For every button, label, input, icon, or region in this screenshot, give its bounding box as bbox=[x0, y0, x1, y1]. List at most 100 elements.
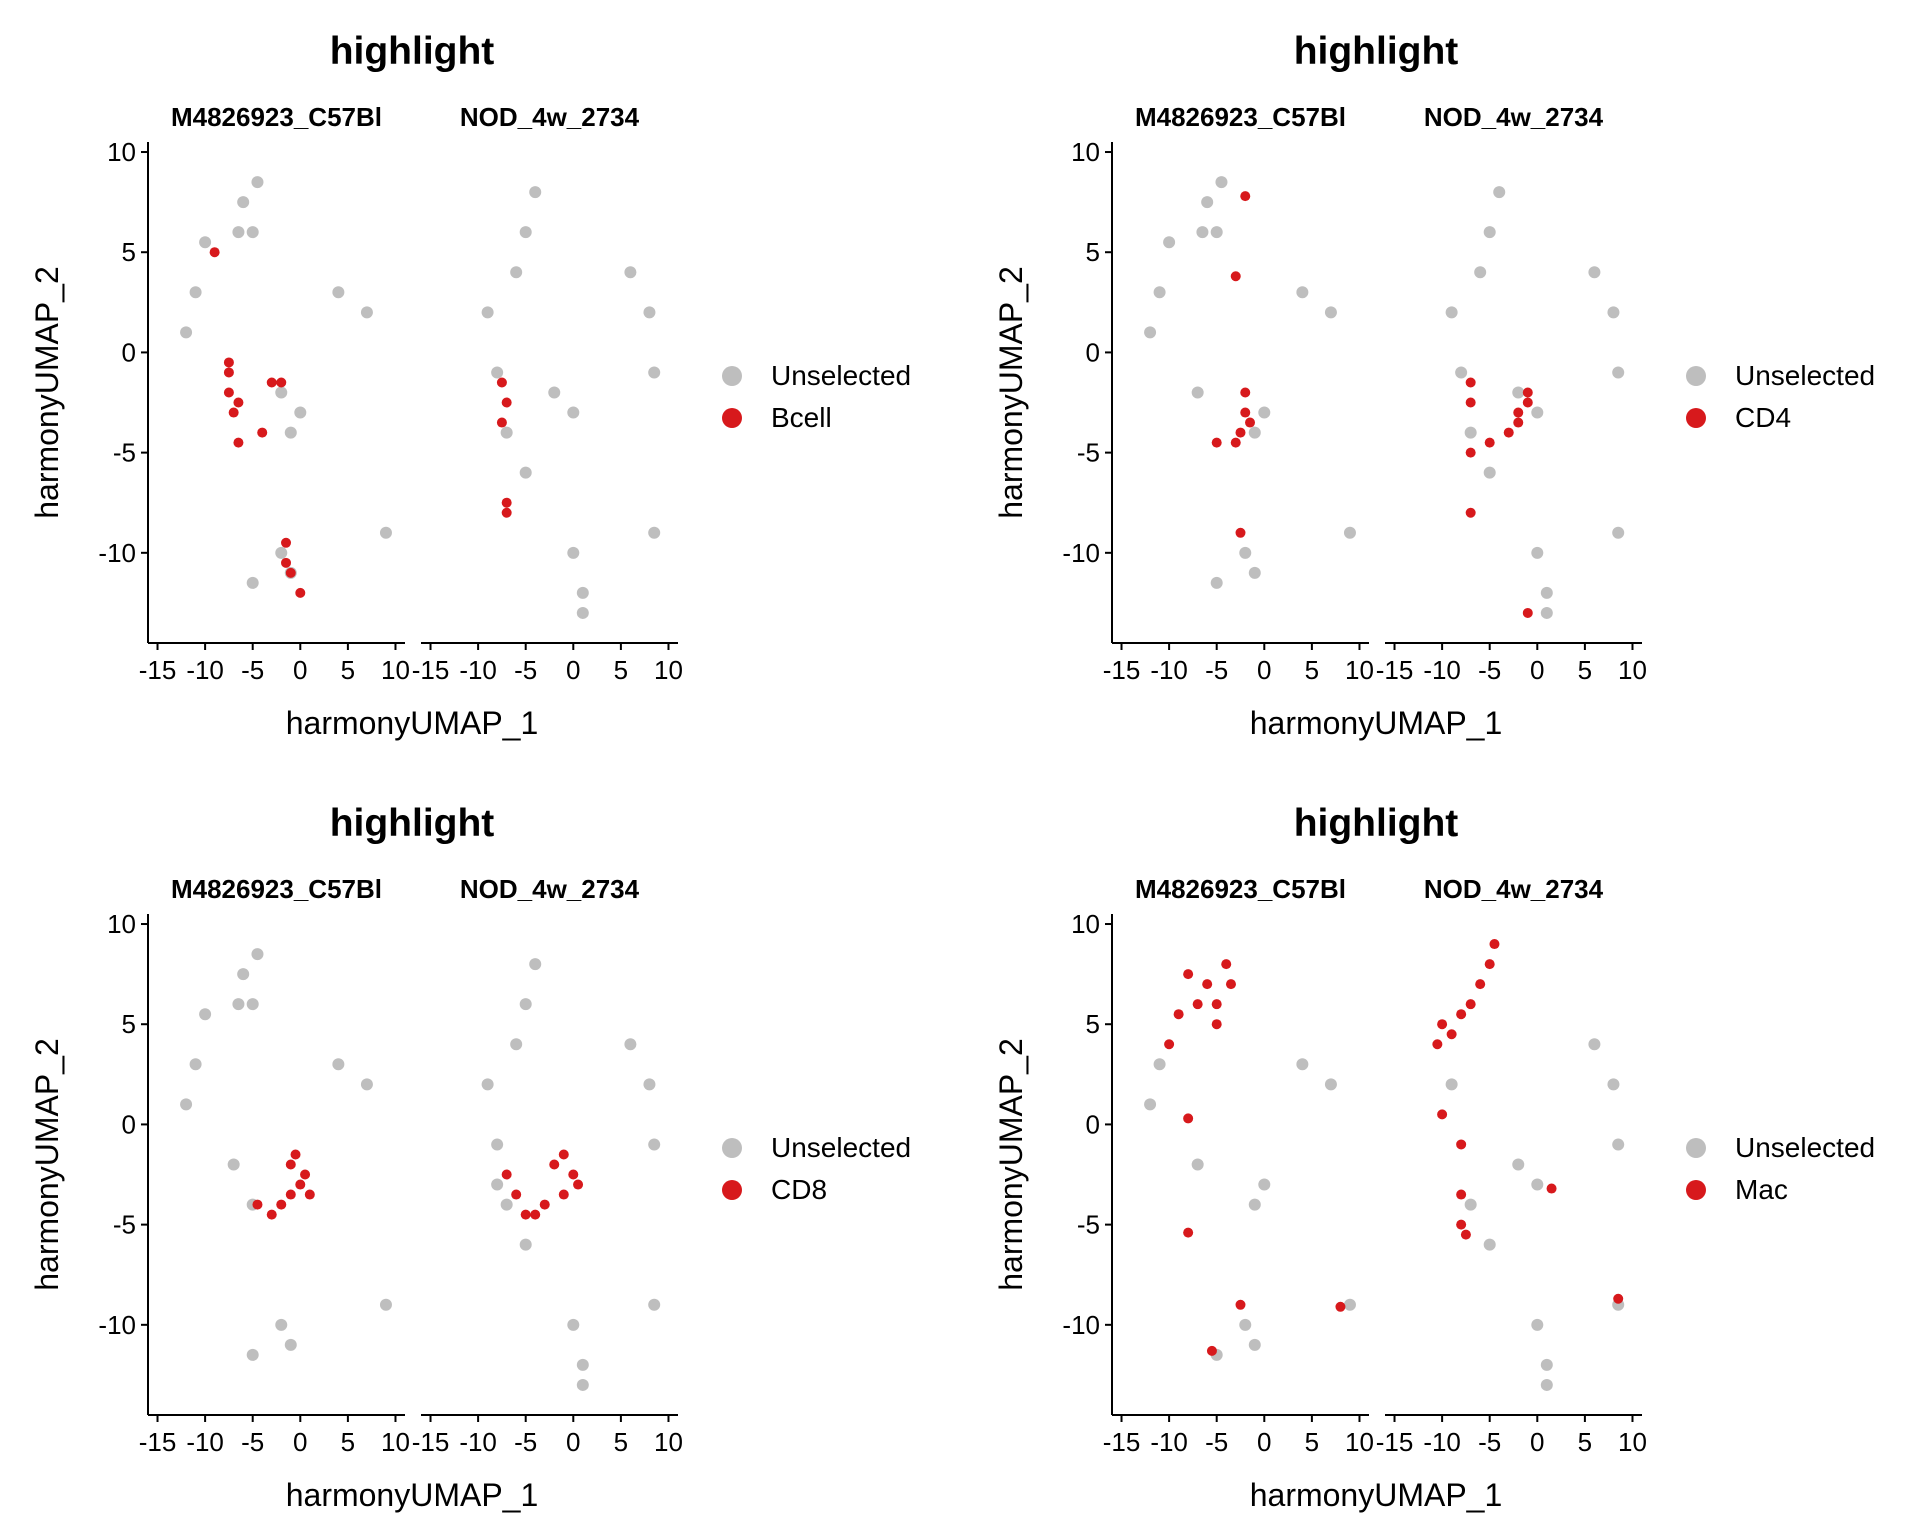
unselected-point bbox=[481, 306, 494, 319]
facet-strip-label: M4826923_C57Bl bbox=[171, 874, 382, 904]
legend-label: Unselected bbox=[771, 1132, 911, 1163]
unselected-point bbox=[529, 958, 542, 971]
x-tick-label: 10 bbox=[1618, 655, 1647, 685]
y-tick-label: 0 bbox=[1086, 1109, 1100, 1139]
unselected-point bbox=[1607, 1078, 1620, 1091]
unselected-point bbox=[1540, 586, 1553, 599]
selected-point bbox=[266, 377, 277, 388]
unselected-point bbox=[379, 1298, 392, 1311]
legend-key bbox=[722, 1180, 742, 1200]
legend-label: Unselected bbox=[1735, 1132, 1875, 1163]
unselected-point bbox=[1540, 1358, 1553, 1371]
unselected-point bbox=[1612, 366, 1625, 379]
x-tick-label: -5 bbox=[1478, 655, 1501, 685]
unselected-point bbox=[500, 426, 513, 439]
selected-point bbox=[1245, 417, 1256, 428]
selected-point bbox=[1183, 1113, 1194, 1124]
y-tick-label: 10 bbox=[107, 137, 136, 167]
x-tick-label: -10 bbox=[1150, 1427, 1188, 1457]
y-tick-label: 5 bbox=[1086, 237, 1100, 267]
x-tick-label: 5 bbox=[1578, 655, 1592, 685]
unselected-point bbox=[180, 1098, 193, 1111]
unselected-point bbox=[643, 1078, 656, 1091]
unselected-point bbox=[648, 1298, 661, 1311]
selected-point bbox=[1240, 407, 1251, 418]
selected-point bbox=[1460, 1229, 1471, 1240]
selected-point bbox=[223, 387, 234, 398]
unselected-point bbox=[275, 386, 288, 399]
chart-panel-3: highlight -10 -5 0 5 10 harmonyUMAP_2 M4826923_… bbox=[29, 802, 911, 1513]
y-tick-label: 0 bbox=[122, 337, 136, 367]
unselected-point bbox=[237, 968, 250, 981]
selected-point bbox=[1235, 527, 1246, 538]
y-tick-label: 10 bbox=[1071, 909, 1100, 939]
chart-panel-2: highlight -10 -5 0 5 10 harmonyUMAP_2 M4826923_… bbox=[993, 30, 1875, 741]
unselected-point bbox=[1464, 1198, 1477, 1211]
legend-key bbox=[722, 1138, 742, 1158]
selected-point bbox=[276, 377, 287, 388]
selected-point bbox=[1513, 417, 1524, 428]
selected-point bbox=[1489, 939, 1500, 950]
unselected-point bbox=[1144, 326, 1157, 339]
unselected-point bbox=[275, 546, 288, 559]
x-tick-label: -10 bbox=[1423, 1427, 1461, 1457]
selected-point bbox=[1437, 1019, 1448, 1030]
x-tick-label: 0 bbox=[566, 655, 580, 685]
chart-panel-4: highlight -10 -5 0 5 10 harmonyUMAP_2 M4826923_… bbox=[993, 802, 1875, 1513]
unselected-point bbox=[1196, 226, 1209, 239]
unselected-point bbox=[1258, 1178, 1271, 1191]
x-tick-label: 0 bbox=[1530, 1427, 1544, 1457]
legend-label: CD4 bbox=[1735, 402, 1791, 433]
x-tick-label: 0 bbox=[1530, 655, 1544, 685]
selected-point bbox=[1164, 1039, 1175, 1050]
y-axis-label: harmonyUMAP_2 bbox=[29, 266, 65, 519]
selected-point bbox=[285, 1189, 296, 1200]
selected-point bbox=[1192, 999, 1203, 1010]
y-tick-label: -10 bbox=[1062, 1310, 1100, 1340]
unselected-point bbox=[1296, 1058, 1309, 1071]
unselected-point bbox=[576, 606, 589, 619]
unselected-point bbox=[1153, 286, 1166, 299]
unselected-point bbox=[1512, 1158, 1525, 1171]
unselected-point bbox=[1612, 1138, 1625, 1151]
unselected-point bbox=[237, 196, 250, 209]
x-tick-label: -5 bbox=[241, 1427, 264, 1457]
selected-point bbox=[530, 1209, 541, 1220]
unselected-point bbox=[1540, 606, 1553, 619]
x-tick-label: -5 bbox=[1205, 655, 1228, 685]
x-tick-label: 0 bbox=[566, 1427, 580, 1457]
y-tick-label: -10 bbox=[98, 1310, 136, 1340]
selected-point bbox=[539, 1199, 550, 1210]
selected-point bbox=[1465, 397, 1476, 408]
unselected-point bbox=[1239, 546, 1252, 559]
selected-point bbox=[1465, 377, 1476, 388]
unselected-point bbox=[246, 998, 259, 1011]
x-tick-label: -5 bbox=[1205, 1427, 1228, 1457]
unselected-point bbox=[1455, 366, 1468, 379]
selected-point bbox=[1211, 1019, 1222, 1030]
unselected-point bbox=[1588, 266, 1601, 279]
selected-point bbox=[1513, 407, 1524, 418]
selected-point bbox=[1240, 191, 1251, 202]
selected-point bbox=[223, 367, 234, 378]
selected-point bbox=[1613, 1293, 1624, 1304]
y-tick-label: -10 bbox=[98, 538, 136, 568]
selected-point bbox=[1173, 1009, 1184, 1020]
selected-point bbox=[573, 1179, 584, 1190]
selected-point bbox=[1235, 1299, 1246, 1310]
unselected-point bbox=[251, 948, 264, 961]
facet-strip-label: NOD_4w_2734 bbox=[1424, 102, 1604, 132]
unselected-point bbox=[1191, 1158, 1204, 1171]
selected-point bbox=[1522, 387, 1533, 398]
legend-key bbox=[722, 366, 742, 386]
unselected-point bbox=[1153, 1058, 1166, 1071]
unselected-point bbox=[648, 1138, 661, 1151]
unselected-point bbox=[1483, 1238, 1496, 1251]
unselected-point bbox=[519, 998, 532, 1011]
x-tick-label: -15 bbox=[1376, 1427, 1414, 1457]
unselected-point bbox=[576, 1358, 589, 1371]
selected-point bbox=[501, 507, 512, 518]
x-tick-label: -15 bbox=[1376, 655, 1414, 685]
x-tick-label: -5 bbox=[514, 1427, 537, 1457]
unselected-point bbox=[232, 998, 245, 1011]
